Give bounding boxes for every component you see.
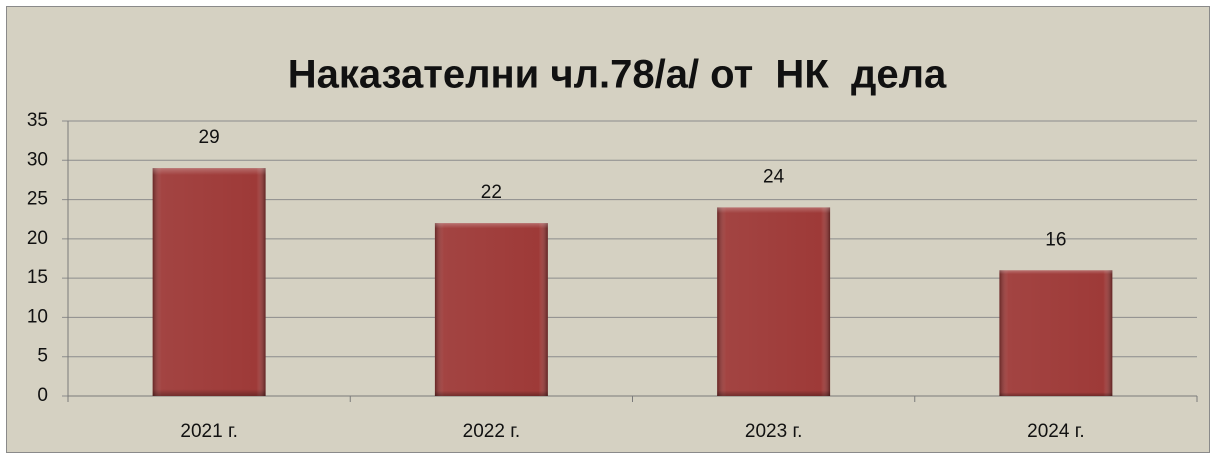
x-tick-label: 2023 г.	[745, 421, 802, 442]
chart-title: Наказателни чл.78/а/ от НК дела	[288, 53, 947, 97]
y-tick-label: 10	[27, 306, 48, 327]
data-label: 24	[763, 166, 785, 187]
bar-shading	[434, 223, 548, 396]
data-label: 16	[1045, 229, 1066, 250]
data-label: 22	[481, 182, 502, 203]
y-tick-label: 20	[27, 228, 48, 249]
bar-shading	[999, 270, 1113, 396]
bar-shading	[717, 207, 831, 396]
x-tick-label: 2024 г.	[1027, 421, 1084, 442]
y-tick-label: 30	[27, 149, 48, 170]
x-tick-label: 2021 г.	[180, 421, 237, 442]
bar-shading	[152, 168, 266, 396]
y-tick-label: 35	[27, 110, 48, 131]
y-tick-label: 5	[37, 346, 48, 367]
y-tick-label: 0	[37, 385, 48, 406]
y-tick-label: 25	[27, 189, 48, 210]
data-label: 29	[199, 127, 220, 148]
x-tick-label: 2022 г.	[463, 421, 520, 442]
y-tick-label: 15	[27, 267, 48, 288]
